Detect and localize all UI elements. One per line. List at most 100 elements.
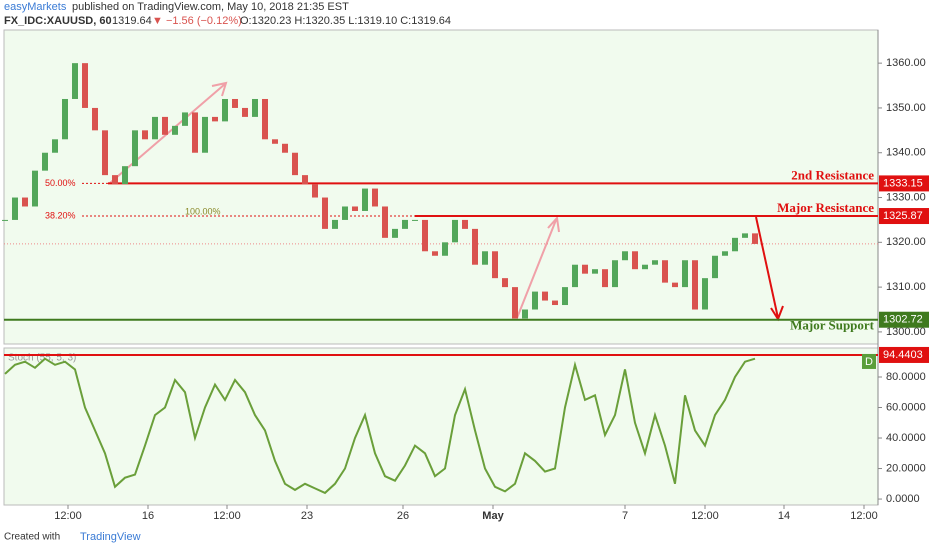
candle [582, 264, 588, 274]
stoch-badge-label: 94.4403 [883, 349, 923, 361]
y-tick-label: 80.0000 [886, 371, 926, 383]
candle [362, 188, 368, 211]
x-tick-label: 12:00 [54, 510, 82, 522]
candle [382, 206, 388, 238]
fib-label: 50.00% [45, 178, 76, 188]
candle [592, 269, 598, 274]
ohlc: O:1320.23 H:1320.35 L:1319.10 C:1319.64 [240, 15, 451, 27]
timeframe-badge-label: D [865, 356, 873, 368]
candle [22, 197, 28, 207]
candle [442, 242, 448, 256]
candle [182, 112, 188, 126]
candle [272, 139, 278, 144]
stoch-title: Stoch (55, 5, 3) [8, 353, 76, 364]
candle [632, 251, 638, 270]
candle [662, 260, 668, 283]
candle [742, 233, 748, 238]
candle [452, 219, 458, 243]
price-badge [879, 175, 929, 192]
publisher: easyMarkets [4, 1, 67, 13]
fib-label: 100.00% [185, 206, 221, 216]
price-badge-label: 1325.87 [883, 210, 923, 222]
candle [682, 260, 688, 288]
candle [312, 184, 318, 198]
candle [462, 219, 468, 229]
y-tick-label: 1340.00 [886, 147, 926, 159]
candle [12, 197, 18, 220]
x-tick-label: 7 [622, 510, 628, 522]
x-tick-label: 26 [397, 510, 409, 522]
candle [552, 300, 558, 306]
y-tick-label: 0.0000 [886, 493, 920, 505]
candle [52, 139, 58, 153]
y-tick-label: 1330.00 [886, 191, 926, 203]
change: ▼ −1.56 (−0.12%) [152, 15, 242, 27]
price-badge-label: 1302.72 [883, 314, 923, 326]
candle [192, 112, 198, 153]
y-tick-label: 60.0000 [886, 401, 926, 413]
candle [392, 228, 398, 238]
x-tick-label: 16 [142, 510, 154, 522]
timeframe-badge [862, 353, 876, 369]
candle [142, 130, 148, 140]
y-tick-label: 1360.00 [886, 57, 926, 69]
candle [212, 116, 218, 122]
y-tick-label: 1350.00 [886, 102, 926, 114]
candle [622, 251, 628, 261]
candle [602, 269, 608, 288]
trend-arrow [516, 215, 560, 319]
candle [342, 206, 348, 220]
candle [72, 63, 78, 99]
candle [492, 251, 498, 279]
y-tick-label: 1300.00 [886, 326, 926, 338]
candle [502, 278, 508, 288]
candle [482, 251, 488, 265]
candle [252, 98, 258, 117]
candle [642, 264, 648, 270]
x-tick-label: 12:00 [213, 510, 241, 522]
candle [262, 98, 268, 140]
candle [422, 219, 428, 252]
candle [402, 219, 408, 229]
stoch-line [4, 357, 756, 495]
candle [132, 130, 138, 167]
level-name: 2nd Resistance [791, 167, 874, 182]
x-tick-label: May [482, 510, 504, 522]
published: published on TradingView.com, May 10, 20… [72, 1, 349, 13]
y-tick-label: 1320.00 [886, 236, 926, 248]
price-badge [879, 311, 929, 328]
candle [42, 152, 48, 171]
candle [322, 197, 328, 229]
candle [102, 130, 108, 176]
y-tick-label: 40.0000 [886, 432, 926, 444]
candle [222, 98, 228, 122]
candle [92, 107, 98, 131]
candle [352, 206, 358, 211]
candle [32, 170, 38, 207]
candle [62, 98, 68, 140]
candle [302, 175, 308, 185]
candle [232, 98, 238, 108]
x-tick-label: 14 [778, 510, 790, 522]
footer-brand: TradingView [80, 531, 141, 543]
price-badge [879, 208, 929, 225]
x-tick-label: 23 [301, 510, 313, 522]
candle [542, 291, 548, 301]
candle [522, 309, 528, 319]
stoch-badge [879, 346, 929, 363]
stoch-panel [3, 347, 879, 506]
candle [332, 219, 338, 229]
candle [712, 255, 718, 279]
candle [2, 219, 8, 221]
candle [242, 107, 248, 117]
candle [292, 152, 298, 176]
candle [112, 175, 118, 185]
candle [702, 278, 708, 310]
candle [732, 237, 738, 252]
candle [202, 116, 208, 153]
candle [82, 63, 88, 108]
candle [722, 251, 728, 256]
x-tick-label: 12:00 [691, 510, 719, 522]
